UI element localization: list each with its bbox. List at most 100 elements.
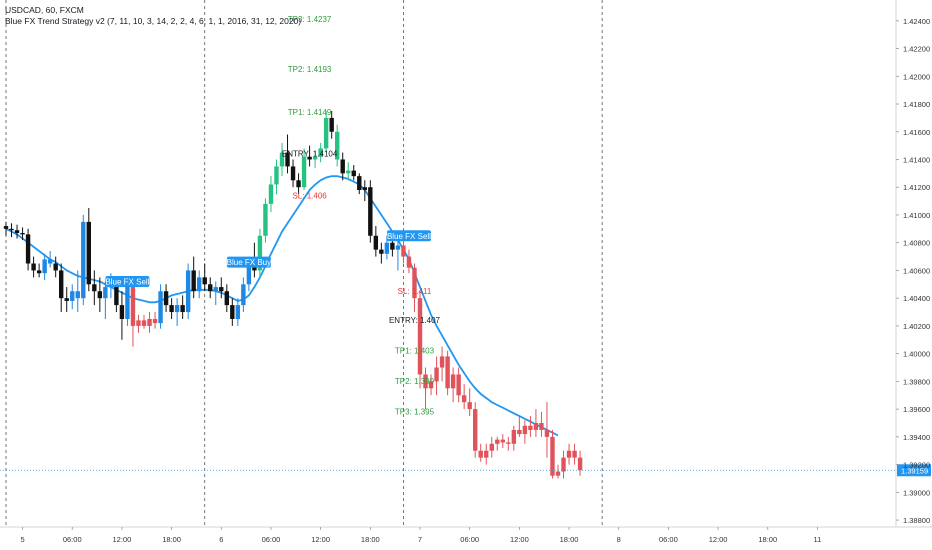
candle <box>417 291 423 389</box>
candle-body <box>213 287 218 292</box>
signal-label: Blue FX Sell <box>387 232 431 241</box>
x-tick-label: 12:00 <box>709 535 728 544</box>
y-tick-label: 1.41400 <box>903 155 930 164</box>
candle-body <box>544 429 550 437</box>
candle <box>31 256 36 278</box>
candle-body <box>318 148 323 157</box>
candle <box>340 152 345 181</box>
signal-marker[interactable]: Blue FX Buy <box>226 256 271 268</box>
candle <box>3 221 9 236</box>
current-price-label: 1.39159 <box>901 466 928 475</box>
candle <box>329 110 334 139</box>
candle-body <box>329 117 334 132</box>
candle-body <box>528 425 533 430</box>
candle <box>230 298 235 326</box>
candle-body <box>478 450 483 458</box>
candle-body <box>577 457 583 471</box>
candle-body <box>539 422 544 430</box>
candle <box>296 173 301 195</box>
candle-body <box>97 291 103 299</box>
candle-body <box>296 180 301 188</box>
moving-average-line <box>5 175 559 437</box>
candle-body <box>42 259 47 274</box>
candle-body <box>290 166 296 181</box>
candle <box>307 145 312 167</box>
candle-body <box>456 374 461 396</box>
candle-body <box>163 291 169 306</box>
candle-body <box>423 374 428 389</box>
candle-body <box>75 291 80 299</box>
x-tick-label: 11 <box>814 535 822 544</box>
signal-marker[interactable]: Blue FX Sell <box>105 276 150 288</box>
signal-label: Blue FX Sell <box>105 278 149 287</box>
x-tick-label: 12:00 <box>311 535 330 544</box>
session-separators <box>5 0 603 527</box>
candle-body <box>312 156 318 160</box>
candle-body <box>20 232 25 235</box>
candle-body <box>390 242 395 250</box>
candle <box>439 346 445 382</box>
candle <box>257 228 263 278</box>
signal-box <box>226 256 271 268</box>
trade-labels: TP3: 1.4237 TP2: 1.4193 TP1: 1.4149 ENTRY: … <box>282 15 441 416</box>
candle <box>373 226 379 257</box>
trade-label-entry: ENTRY: 1.4104 <box>282 150 338 159</box>
candle-body <box>224 291 229 306</box>
current-price-line: 1.39159 <box>0 464 931 477</box>
candle-body <box>473 409 478 451</box>
candle <box>191 256 196 299</box>
candle-body <box>25 234 31 264</box>
candle <box>241 277 246 313</box>
candle-body <box>141 320 147 326</box>
trade-label-tp: TP1: 1.4149 <box>288 108 332 117</box>
trade-label-entry: ENTRY: 1.407 <box>389 316 441 325</box>
candle <box>20 227 25 240</box>
candle <box>566 443 572 465</box>
candle-body <box>511 429 517 444</box>
candle-body <box>555 471 561 476</box>
candle <box>97 277 103 313</box>
candle-body <box>495 439 500 444</box>
candle <box>163 284 169 313</box>
candle-body <box>36 270 42 274</box>
ma-series <box>5 175 559 437</box>
candle-body <box>434 367 439 382</box>
candlesticks <box>3 110 583 479</box>
trade-label-tp: TP2: 1.399 <box>395 377 435 386</box>
candle <box>180 295 185 319</box>
candle-body <box>285 152 290 167</box>
candle <box>484 443 489 465</box>
candle <box>533 409 539 437</box>
y-tick-label: 1.40400 <box>903 294 930 303</box>
candle-body <box>268 184 274 204</box>
candle <box>174 298 180 326</box>
trade-label-tp: TP3: 1.4237 <box>288 15 332 24</box>
candle-body <box>373 235 379 250</box>
y-tick-label: 1.40800 <box>903 239 930 248</box>
signal-label: Blue FX Buy <box>227 258 271 267</box>
time-axis[interactable]: 5 06:00 12:00 18:00 6 06:00 12:00 18:00 7 06:00 12… <box>20 527 821 544</box>
signal-marker[interactable]: Blue FX Sell <box>387 230 431 242</box>
indicator-legend[interactable]: Blue FX Trend Strategy v2 (7, 11, 10, 3,… <box>5 16 301 26</box>
candle <box>36 263 42 278</box>
candle <box>312 151 318 168</box>
signal-box <box>105 276 150 288</box>
candle <box>86 208 91 292</box>
candle <box>384 235 390 260</box>
candle <box>64 287 69 313</box>
candle <box>169 298 174 319</box>
candle <box>379 242 384 264</box>
candle-body <box>257 235 263 271</box>
candle <box>70 284 75 310</box>
candle <box>577 450 583 476</box>
candle-body <box>241 284 246 306</box>
candle <box>412 263 417 313</box>
candle <box>147 312 152 333</box>
y-tick-label: 1.42200 <box>903 45 930 54</box>
candle-body <box>406 256 412 268</box>
candle-body <box>506 442 511 444</box>
x-tick-label: 06:00 <box>659 535 678 544</box>
price-axis[interactable]: 1.42400 1.42200 1.42000 1.41800 1.41600 1.414… <box>896 17 930 525</box>
